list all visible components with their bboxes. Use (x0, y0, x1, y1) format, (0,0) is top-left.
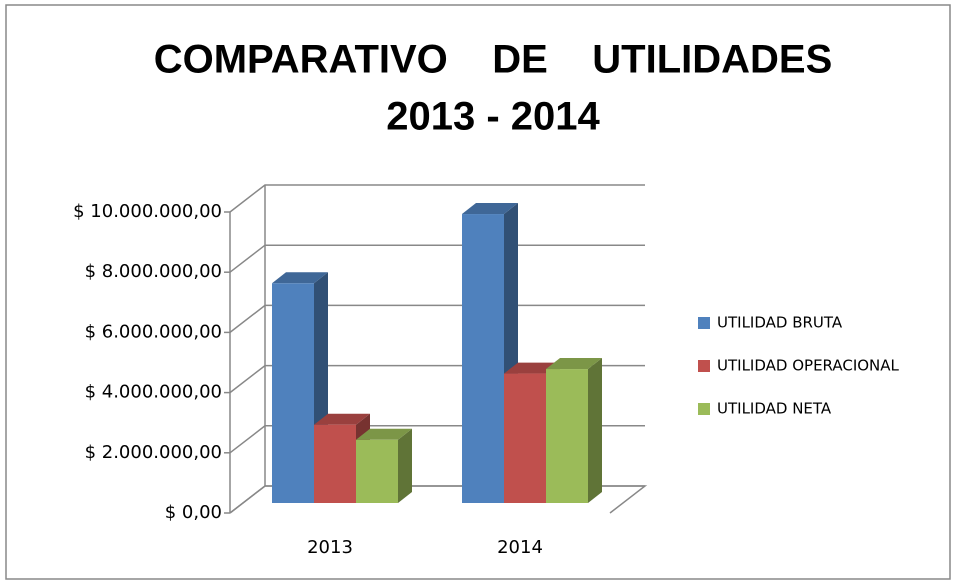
grid-line (229, 304, 645, 333)
y-tick-label: $ 8.000.000,00 (85, 261, 222, 282)
legend-label: UTILIDAD OPERACIONAL (717, 357, 900, 375)
grid-line (229, 244, 645, 273)
chart-title: COMPARATIVO DE UTILIDADES (154, 38, 833, 82)
bar-top (272, 272, 328, 284)
bar (504, 373, 546, 503)
legend-swatch (698, 360, 710, 372)
legend-swatch (698, 403, 710, 415)
y-tick-label: $ 6.000.000,00 (85, 321, 222, 342)
bar (546, 369, 588, 503)
grid-line (229, 184, 645, 213)
bar (314, 424, 356, 503)
legend-label: UTILIDAD BRUTA (717, 314, 843, 332)
y-tick-label: $ 4.000.000,00 (85, 382, 222, 403)
y-tick-label: $ 2.000.000,00 (85, 442, 222, 463)
y-tick-label: $ 10.000.000,00 (73, 201, 222, 222)
x-tick-label: 2013 (307, 537, 353, 558)
bar-top (462, 203, 518, 215)
chart-subtitle: 2013 - 2014 (386, 95, 600, 139)
bar-top (356, 428, 412, 440)
bar (356, 439, 398, 503)
bar (462, 214, 504, 504)
bar-side (398, 428, 412, 503)
y-tick-label: $ 0,00 (165, 502, 222, 523)
legend-swatch (698, 317, 710, 329)
bar-side (588, 358, 602, 503)
bar-top (546, 358, 602, 370)
x-tick-label: 2014 (497, 537, 543, 558)
legend-label: UTILIDAD NETA (717, 400, 832, 418)
bar (272, 283, 314, 503)
bar-top (314, 413, 370, 425)
